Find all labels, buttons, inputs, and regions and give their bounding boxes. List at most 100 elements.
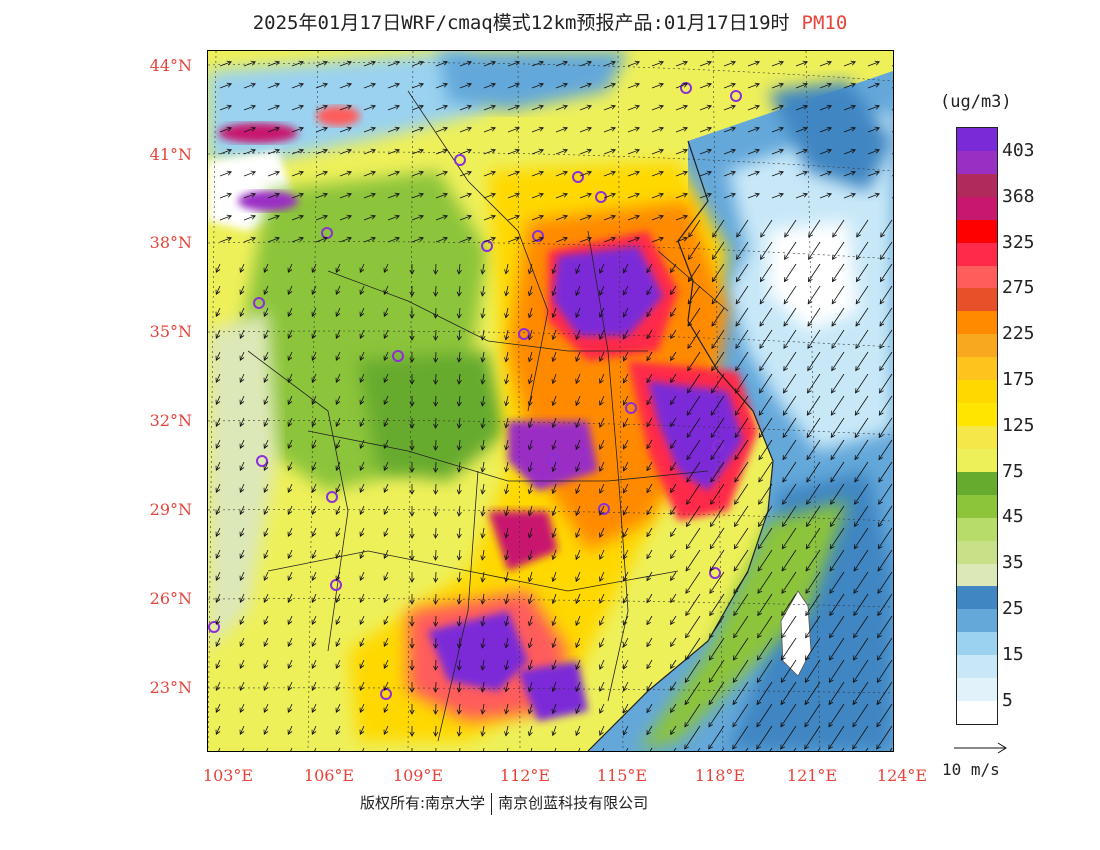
wind-arrow	[311, 615, 317, 625]
wind-arrow	[646, 593, 653, 603]
wind-arrow	[263, 351, 269, 361]
wind-arrow	[359, 505, 365, 515]
wind-arrow-head	[490, 148, 496, 154]
wind-arrow	[758, 505, 773, 527]
wind-arrow	[832, 241, 845, 260]
wind-arrow-head	[335, 465, 341, 471]
wind-arrow-head	[263, 311, 269, 317]
wind-arrow	[435, 461, 437, 473]
wind-arrow-head	[708, 722, 714, 728]
wind-arrow-head	[359, 465, 365, 471]
wind-arrow	[387, 127, 400, 133]
wind-arrow	[670, 307, 677, 317]
wind-arrow	[579, 105, 592, 111]
wind-arrow-head	[829, 610, 834, 617]
wind-arrow	[555, 215, 568, 221]
wind-arrow-head	[311, 663, 317, 669]
wind-arrow	[239, 461, 245, 471]
wind-arrow-head	[782, 477, 788, 483]
wind-arrow	[311, 483, 317, 493]
wind-arrow-head	[335, 421, 341, 427]
wind-arrow	[771, 61, 784, 67]
wind-arrow-head	[359, 597, 365, 603]
wind-arrow	[435, 395, 437, 407]
wind-arrow	[804, 681, 821, 705]
wind-arrow	[878, 439, 893, 460]
colorbar-segment	[957, 655, 997, 679]
wind-arrow	[627, 149, 640, 155]
wind-arrow	[599, 329, 605, 340]
wind-arrow-head	[781, 566, 787, 572]
wind-arrow	[685, 549, 701, 572]
colorbar-segment	[957, 426, 997, 450]
graticule	[208, 51, 893, 751]
wind-arrow-head	[466, 236, 472, 242]
wind-arrow	[734, 439, 749, 460]
wind-arrow	[239, 571, 245, 581]
wind-arrow-head	[527, 269, 533, 275]
wind-arrow	[243, 171, 256, 177]
wind-arrow	[458, 439, 461, 450]
wind-arrow	[359, 659, 365, 669]
wind-arrow	[435, 285, 437, 297]
wind-arrow-head	[433, 313, 439, 319]
wind-arrow-head	[754, 148, 760, 154]
wind-arrow	[458, 549, 461, 560]
wind-arrow-head	[239, 685, 245, 691]
wind-arrow	[435, 681, 437, 693]
wind-arrow	[684, 681, 701, 705]
wind-arrow	[335, 681, 341, 691]
wind-arrow-head	[805, 610, 810, 617]
colorbar-tick-label: 35	[1002, 552, 1024, 574]
wind-arrow	[359, 549, 365, 559]
wind-arrow-head	[287, 377, 293, 383]
colorbar-segment	[957, 219, 997, 244]
colorbar-segment	[957, 173, 997, 198]
wind-arrow-head	[756, 699, 762, 706]
wind-arrow-head	[287, 509, 293, 515]
wind-arrow-head	[409, 577, 415, 583]
wind-arrow	[291, 237, 304, 243]
wind-arrow	[758, 417, 773, 438]
wind-arrow	[579, 61, 592, 67]
wind-arrow-head	[646, 378, 652, 384]
wind-arrow-head	[802, 104, 808, 110]
wind-arrow	[805, 549, 821, 572]
wind-arrow-head	[263, 685, 269, 691]
wind-arrow	[867, 105, 880, 111]
wind-arrow-head	[409, 357, 415, 363]
wind-arrow-head	[298, 236, 304, 242]
wind-arrow-head	[480, 533, 486, 539]
wind-arrow	[646, 681, 653, 691]
wind-arrow	[505, 505, 509, 516]
wind-arrow-head	[433, 269, 439, 275]
wind-arrow	[435, 505, 437, 517]
wind-arrow	[263, 593, 269, 603]
wind-arrow-head	[687, 388, 692, 394]
wind-arrow	[756, 681, 773, 705]
wind-arrow-head	[263, 509, 269, 515]
wind-arrow	[291, 105, 304, 111]
wind-arrow-head	[853, 544, 859, 550]
wind-arrow	[531, 149, 544, 155]
wind-arrow-head	[735, 343, 741, 349]
wind-arrow-head	[826, 126, 832, 132]
wind-arrow-head	[480, 379, 486, 385]
wind-arrow-head	[802, 148, 808, 154]
wind-arrow-head	[418, 214, 424, 220]
wind-arrow-head	[575, 576, 581, 583]
wind-arrow	[670, 681, 677, 691]
wind-arrow-head	[359, 399, 365, 405]
wind-arrow	[853, 615, 869, 638]
wind-arrow-head	[383, 289, 389, 295]
wind-arrow	[686, 483, 701, 505]
wind-arrow	[267, 237, 280, 243]
wind-arrow-head	[527, 709, 533, 715]
wind-arrow-head	[682, 148, 688, 154]
wind-arrow	[852, 703, 869, 728]
wind-arrow	[733, 549, 749, 572]
wind-arrow-head	[433, 335, 439, 341]
wind-arrow-head	[433, 445, 439, 451]
wind-arrow-head	[322, 60, 328, 66]
wind-arrow	[819, 171, 832, 177]
